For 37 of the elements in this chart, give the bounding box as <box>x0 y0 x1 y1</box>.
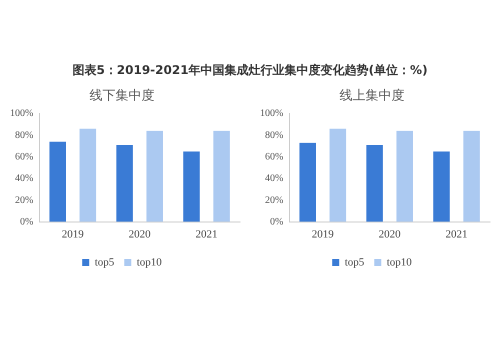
legend-label: top5 <box>344 256 365 268</box>
bar <box>213 130 230 222</box>
y-tick-label: 80% <box>14 130 34 141</box>
y-tick-label: 60% <box>14 152 34 163</box>
bar <box>183 151 200 222</box>
y-tick-label: 0% <box>20 216 34 228</box>
bar <box>49 142 66 222</box>
bar <box>366 144 383 222</box>
x-tick-label: 2019 <box>62 228 84 240</box>
y-tick-label: 20% <box>14 194 34 206</box>
bar <box>116 144 133 222</box>
x-tick-label: 2021 <box>196 228 218 240</box>
x-tick-label: 2019 <box>312 228 334 240</box>
legend-label: top10 <box>386 256 412 268</box>
bar <box>80 128 96 222</box>
legend-label: top5 <box>94 256 115 268</box>
bar <box>433 151 450 222</box>
y-tick-label: 100% <box>260 108 284 120</box>
bar <box>146 130 163 222</box>
y-tick-label: 20% <box>264 194 284 206</box>
x-tick-label: 2021 <box>446 228 468 240</box>
chart-title: 图表5：2019-2021年中国集成灶行业集中度变化趋势(单位：%) <box>71 62 429 79</box>
bar <box>463 130 480 222</box>
y-tick-label: 40% <box>14 173 34 184</box>
y-tick-label: 100% <box>10 108 34 120</box>
bar <box>396 130 413 222</box>
x-tick-label: 2020 <box>378 228 402 240</box>
y-tick-label: 80% <box>264 130 284 141</box>
chart-subtitle: 线下集中度 <box>90 87 154 102</box>
y-tick-label: 0% <box>270 216 284 228</box>
y-tick-label: 60% <box>264 152 284 163</box>
bar <box>330 128 346 222</box>
y-tick-label: 40% <box>264 173 284 184</box>
x-tick-label: 2020 <box>128 228 152 240</box>
bar <box>299 142 316 222</box>
legend-label: top10 <box>136 256 162 268</box>
chart-title: 线上集中度 <box>340 87 404 102</box>
